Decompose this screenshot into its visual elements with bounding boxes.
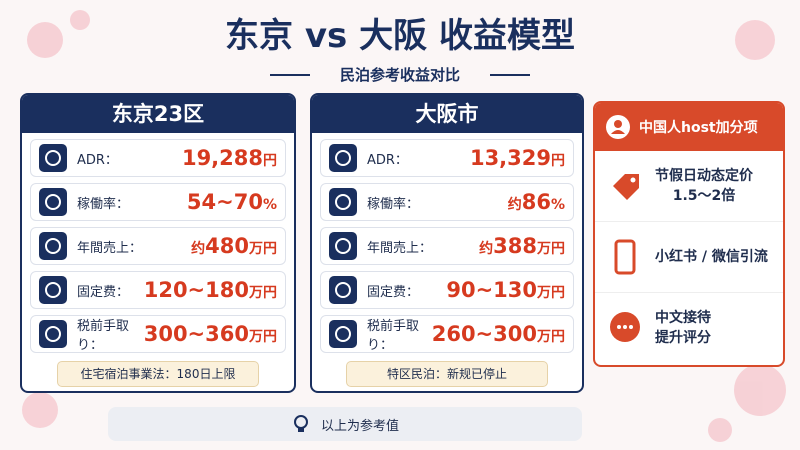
bonus-text: 节假日动态定价 1.5～2倍 [655, 166, 753, 206]
value-prefix: 约 [507, 197, 522, 213]
value-unit: % [262, 197, 277, 213]
metric-row: 稼働率： 54~70% [30, 183, 286, 221]
bonus-item: 节假日动态定价 1.5～2倍 [595, 151, 783, 221]
metric-label: 年間売上： [367, 240, 433, 256]
value-number: 120~180 [143, 278, 249, 302]
bonus-text: 小红书 / 微信引流 [655, 247, 768, 267]
tokyo-card: 东京23区 ADR： 19,288円 稼働率： 54~70% 年間売上： 约480万円 固定费… [20, 93, 296, 393]
title: 东京 vs 大阪 收益模型 [225, 16, 575, 56]
bonus-title: 中国人host加分项 [639, 120, 758, 136]
bonus-line: 中文接待 [655, 310, 711, 326]
metric-label: 税前手取り： [77, 319, 130, 353]
metric-value: 54~70% [187, 190, 277, 214]
value-unit: 万円 [537, 241, 565, 257]
metric-label: ADR： [367, 152, 408, 168]
bonus-line: 节假日动态定价 [655, 168, 753, 184]
card-note: 住宅宿泊事業法：180日上限 [57, 361, 259, 387]
metric-label: ADR： [77, 152, 118, 168]
metric-row: 税前手取り： 300~360万円 [30, 315, 286, 353]
value-number: 260~300 [431, 322, 537, 346]
metric-row: ADR： 19,288円 [30, 139, 286, 177]
value-unit: % [550, 197, 565, 213]
value-unit: 円 [551, 153, 565, 169]
metric-label: 税前手取り： [367, 319, 420, 353]
card-header: 东京23区 [22, 95, 294, 133]
metric-value: 13,329円 [470, 146, 565, 170]
value-number: 54~70 [186, 190, 263, 214]
metric-row: ADR： 13,329円 [320, 139, 574, 177]
metric-label: 年間売上： [77, 240, 143, 256]
subtitle: 民泊参考收益对比 [250, 64, 550, 85]
metric-value: 约86% [508, 190, 565, 214]
metric-row: 固定费： 120~180万円 [30, 271, 286, 309]
bonus-line: 1.5～2倍 [672, 188, 736, 204]
metric-row: 固定费： 90~130万円 [320, 271, 574, 309]
metric-row: 年間売上： 约388万円 [320, 227, 574, 265]
bonus-line: 小红书 / 微信引流 [655, 249, 768, 265]
value-unit: 万円 [249, 285, 277, 301]
card-header: 大阪市 [312, 95, 582, 133]
footer-text: 以上为参考值 [320, 418, 399, 434]
metric-value: 19,288円 [182, 146, 277, 170]
metric-label: 稼働率： [367, 196, 420, 212]
metric-value: 90~130万円 [446, 278, 565, 302]
metric-label: 稼働率： [77, 196, 130, 212]
value-unit: 万円 [537, 329, 565, 345]
metric-value: 约480万円 [191, 234, 277, 258]
value-unit: 円 [263, 153, 277, 169]
value-prefix: 约 [191, 241, 206, 257]
metric-row: 税前手取り： 260~300万円 [320, 315, 574, 353]
card-note: 特区民泊：新规已停止 [346, 361, 548, 387]
value-unit: 万円 [249, 329, 277, 345]
value-number: 19,288 [181, 146, 263, 170]
metric-value: 260~300万円 [432, 322, 565, 346]
metric-value: 120~180万円 [144, 278, 277, 302]
value-number: 13,329 [469, 146, 551, 170]
value-number: 86 [521, 190, 551, 214]
value-number: 480 [205, 234, 249, 258]
metric-row: 年間売上： 约480万円 [30, 227, 286, 265]
osaka-card: 大阪市 ADR： 13,329円 稼働率： 约86% 年間売上： 约388万円 固定费： 90~… [310, 93, 584, 393]
bonus-item: 中文接待 提升评分 [595, 292, 783, 363]
bonus-text: 中文接待 提升评分 [655, 308, 711, 348]
value-unit: 万円 [537, 285, 565, 301]
metric-label: 固定费： [367, 284, 420, 300]
metric-row: 稼働率： 约86% [320, 183, 574, 221]
value-number: 90~130 [446, 278, 537, 302]
bonus-line: 提升评分 [655, 330, 711, 346]
bonus-header: 中国人host加分项 [595, 103, 783, 151]
bonus-item: 小红书 / 微信引流 [595, 221, 783, 292]
metric-label: 固定费： [77, 284, 130, 300]
value-number: 388 [493, 234, 537, 258]
metric-value: 300~360万円 [144, 322, 277, 346]
value-prefix: 约 [479, 241, 494, 257]
metric-value: 约388万円 [479, 234, 565, 258]
bonus-card: 中国人host加分项 节假日动态定价 1.5～2倍小红书 / 微信引流 中文接待提升… [593, 101, 785, 367]
value-unit: 万円 [249, 241, 277, 257]
footer: 以上为参考值 [108, 407, 582, 441]
value-number: 300~360 [143, 322, 249, 346]
